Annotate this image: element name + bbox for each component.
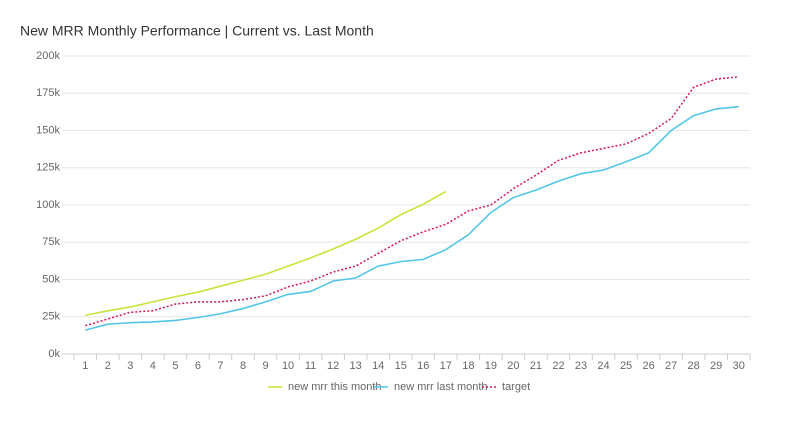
x-tick-label: 24 <box>597 360 609 372</box>
series-line <box>85 105 739 331</box>
legend-label: target <box>502 381 530 393</box>
chart-title: New MRR Monthly Performance | Current vs… <box>20 23 374 39</box>
x-tick-label: 7 <box>217 360 223 372</box>
x-tick-label: 18 <box>462 360 474 372</box>
y-tick-label: 0k <box>48 348 60 360</box>
x-tick-label: 10 <box>282 360 294 372</box>
x-tick-label: 22 <box>552 360 564 372</box>
y-tick-label: 175k <box>36 87 60 99</box>
x-tick-label: 3 <box>127 360 133 372</box>
x-tick-label: 1 <box>82 360 88 372</box>
x-tick-label: 25 <box>620 360 632 372</box>
x-tick-label: 29 <box>710 360 722 372</box>
x-tick-label: 19 <box>485 360 497 372</box>
x-tick-label: 21 <box>530 360 542 372</box>
x-tick-label: 30 <box>733 360 745 372</box>
series-line <box>85 76 739 327</box>
x-tick-label: 23 <box>575 360 587 372</box>
y-tick-label: 25k <box>42 311 60 323</box>
legend-label: new mrr last month <box>394 381 488 393</box>
x-tick-label: 16 <box>417 360 429 372</box>
x-tick-label: 8 <box>240 360 246 372</box>
x-tick-label: 27 <box>665 360 677 372</box>
y-tick-label: 100k <box>36 199 60 211</box>
x-tick-label: 20 <box>507 360 519 372</box>
x-tick-label: 14 <box>372 360 384 372</box>
series-line <box>85 190 447 317</box>
x-tick-label: 4 <box>150 360 156 372</box>
x-tick-label: 11 <box>305 360 316 372</box>
x-tick-label: 2 <box>105 360 111 372</box>
x-tick-label: 9 <box>262 360 268 372</box>
y-tick-label: 200k <box>36 50 60 62</box>
y-tick-label: 75k <box>42 236 60 248</box>
y-tick-label: 150k <box>36 124 60 136</box>
legend-label: new mrr this month <box>288 381 382 393</box>
x-tick-label: 28 <box>688 360 700 372</box>
x-tick-label: 17 <box>440 360 452 372</box>
x-tick-label: 5 <box>172 360 178 372</box>
x-tick-label: 13 <box>350 360 362 372</box>
y-tick-label: 50k <box>42 273 60 285</box>
x-tick-label: 6 <box>195 360 201 372</box>
x-tick-label: 12 <box>327 360 339 372</box>
y-tick-label: 125k <box>36 162 60 174</box>
x-tick-label: 26 <box>642 360 654 372</box>
x-tick-label: 15 <box>395 360 407 372</box>
